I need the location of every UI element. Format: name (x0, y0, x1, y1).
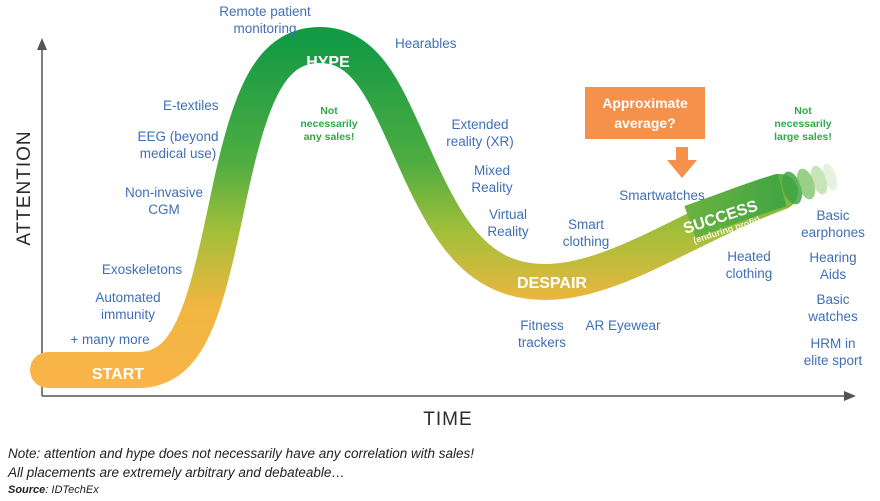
hype-note-line-3: any sales! (304, 131, 355, 143)
footer-note-line-2: All placements are extremely arbitrary a… (8, 465, 345, 480)
hype-curve (30, 26, 838, 388)
item-automated-immunity: Automated immunity (95, 290, 160, 322)
success-note-line-2: necessarily (774, 118, 831, 130)
item-non-invasive-cgm-line-2: CGM (148, 202, 180, 217)
item-smartwatches-line-1: Smartwatches (619, 188, 705, 203)
stage-hype: HYPE (306, 54, 350, 71)
item-exoskeletons: Exoskeletons (102, 262, 183, 277)
item-hrm-elite-sport-line-1: HRM in (810, 336, 855, 351)
item-fitness-trackers-line-2: trackers (518, 335, 566, 350)
item-hearables-line-1: Hearables (395, 36, 457, 51)
x-axis-arrow-icon (844, 391, 856, 401)
x-axis-label: TIME (423, 409, 472, 430)
axes: ATTENTION TIME (14, 38, 856, 430)
average-callout: Approximate average? (585, 87, 705, 178)
item-heated-clothing-line-1: Heated (727, 249, 771, 264)
item-fitness-trackers: Fitness trackers (518, 318, 566, 350)
hype-note-line-1: Not (320, 105, 338, 117)
item-automated-immunity-line-2: immunity (101, 307, 155, 322)
callout-text-line-2: average? (614, 115, 675, 131)
item-heated-clothing-line-2: clothing (726, 266, 773, 281)
success-note-line-1: Not (794, 105, 812, 117)
footer-source: Source: IDTechEx (8, 484, 99, 496)
item-basic-watches-line-1: Basic (816, 292, 849, 307)
item-eeg: EEG (beyond medical use) (137, 129, 218, 161)
item-extended-reality: Extended reality (XR) (446, 117, 514, 149)
source-label: Source (8, 484, 46, 496)
item-virtual-reality: Virtual Reality (487, 207, 529, 239)
item-hearing-aids-line-2: Aids (820, 267, 847, 282)
callout-box (585, 87, 705, 139)
item-remote-patient-monitoring-line-2: monitoring (233, 21, 296, 36)
item-eeg-line-2: medical use) (140, 146, 217, 161)
item-extended-reality-line-2: reality (XR) (446, 134, 514, 149)
item-virtual-reality-line-2: Reality (487, 224, 529, 239)
item-non-invasive-cgm: Non-invasive CGM (125, 185, 203, 217)
item-e-textiles-line-1: E-textiles (163, 98, 219, 113)
item-remote-patient-monitoring: Remote patient monitoring (219, 4, 311, 36)
item-smart-clothing-line-2: clothing (563, 234, 610, 249)
success-segment-2 (796, 168, 816, 200)
item-heated-clothing: Heated clothing (726, 249, 773, 281)
item-many-more-line-1: + many more (70, 332, 149, 347)
curve-tail (684, 173, 787, 239)
success-segment-4 (822, 163, 838, 191)
callout-text: Approximate average? (602, 95, 688, 131)
item-hearing-aids-line-1: Hearing (809, 250, 856, 265)
item-e-textiles: E-textiles (163, 98, 219, 113)
curve-band (30, 26, 798, 388)
item-virtual-reality-line-1: Virtual (489, 207, 527, 222)
stage-despair: DESPAIR (517, 275, 587, 292)
item-hearables: Hearables (395, 36, 457, 51)
stage-start: START (92, 366, 144, 383)
item-ar-eyewear: AR Eyewear (585, 318, 661, 333)
success-note-line-3: large sales! (774, 131, 832, 143)
callout-text-line-1: Approximate (602, 95, 688, 111)
item-fitness-trackers-line-1: Fitness (520, 318, 564, 333)
item-basic-earphones: Basic earphones (801, 208, 865, 240)
item-basic-watches: Basic watches (807, 292, 858, 324)
technology-items: Remote patient monitoring Hearables E-tex… (70, 4, 865, 368)
item-hrm-elite-sport: HRM in elite sport (804, 336, 863, 368)
item-non-invasive-cgm-line-1: Non-invasive (125, 185, 203, 200)
item-mixed-reality-line-1: Mixed (474, 163, 510, 178)
item-hrm-elite-sport-line-2: elite sport (804, 353, 863, 368)
footer-note-line-1: Note: attention and hype does not necess… (8, 446, 475, 461)
item-eeg-line-1: EEG (beyond (137, 129, 218, 144)
hype-note-line-2: necessarily (300, 118, 357, 130)
item-mixed-reality: Mixed Reality (471, 163, 513, 195)
item-exoskeletons-line-1: Exoskeletons (102, 262, 183, 277)
y-axis-arrow-icon (37, 38, 47, 50)
item-basic-earphones-line-1: Basic (816, 208, 849, 223)
item-basic-earphones-line-2: earphones (801, 225, 865, 240)
item-smart-clothing-line-1: Smart (568, 217, 604, 232)
y-axis-label: ATTENTION (14, 130, 35, 245)
callout-arrow-icon (667, 147, 697, 178)
item-basic-watches-line-2: watches (807, 309, 858, 324)
item-automated-immunity-line-1: Automated (95, 290, 160, 305)
item-remote-patient-monitoring-line-1: Remote patient (219, 4, 311, 19)
item-many-more: + many more (70, 332, 149, 347)
item-smartwatches: Smartwatches (619, 188, 705, 203)
source-value: : IDTechEx (45, 484, 99, 496)
item-extended-reality-line-1: Extended (451, 117, 508, 132)
item-ar-eyewear-line-1: AR Eyewear (585, 318, 661, 333)
item-mixed-reality-line-2: Reality (471, 180, 513, 195)
item-hearing-aids: Hearing Aids (809, 250, 856, 282)
item-smart-clothing: Smart clothing (563, 217, 610, 249)
